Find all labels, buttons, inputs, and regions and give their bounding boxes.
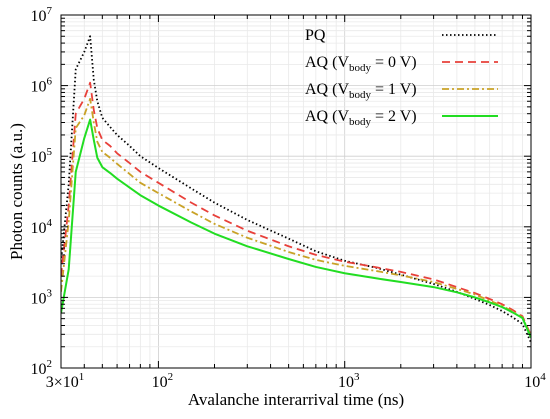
legend-label: AQ (Vbody = 2 V)	[305, 108, 417, 128]
grid	[60, 14, 532, 369]
x-tick-label: 104	[524, 371, 546, 391]
x-axis-title: Avalanche interarrival time (ns)	[188, 390, 404, 409]
ticks	[60, 14, 532, 369]
legend: PQ AQ (Vbody = 0 V) AQ (Vbody = 1 V) AQ (Vb…	[305, 27, 498, 128]
series-layer	[61, 35, 531, 343]
y-tick-label: 107	[31, 5, 53, 25]
x-tick-label: 3×101	[46, 371, 85, 391]
x-tick-label: 102	[152, 371, 174, 391]
x-tick-label: 103	[338, 371, 360, 391]
legend-item: PQ	[305, 27, 498, 44]
y-tick-label: 105	[31, 146, 53, 166]
y-tick-label: 104	[31, 217, 53, 237]
legend-label: AQ (Vbody = 1 V)	[305, 81, 417, 101]
series-line-2	[61, 81, 531, 336]
series-line-1	[61, 35, 531, 343]
legend-label: PQ	[305, 27, 326, 44]
legend-item: AQ (Vbody = 2 V)	[305, 108, 498, 128]
legend-label: AQ (Vbody = 0 V)	[305, 54, 417, 74]
series-line-4	[61, 118, 531, 338]
legend-item: AQ (Vbody = 0 V)	[305, 54, 498, 74]
legend-item: AQ (Vbody = 1 V)	[305, 81, 498, 101]
y-tick-label: 106	[31, 76, 53, 96]
y-axis-title: Photon counts (a.u.)	[7, 123, 26, 260]
series-line-3	[61, 97, 531, 337]
plot-frame	[60, 14, 532, 369]
y-tick-label: 103	[31, 287, 53, 307]
y-tick-label: 102	[31, 358, 53, 378]
